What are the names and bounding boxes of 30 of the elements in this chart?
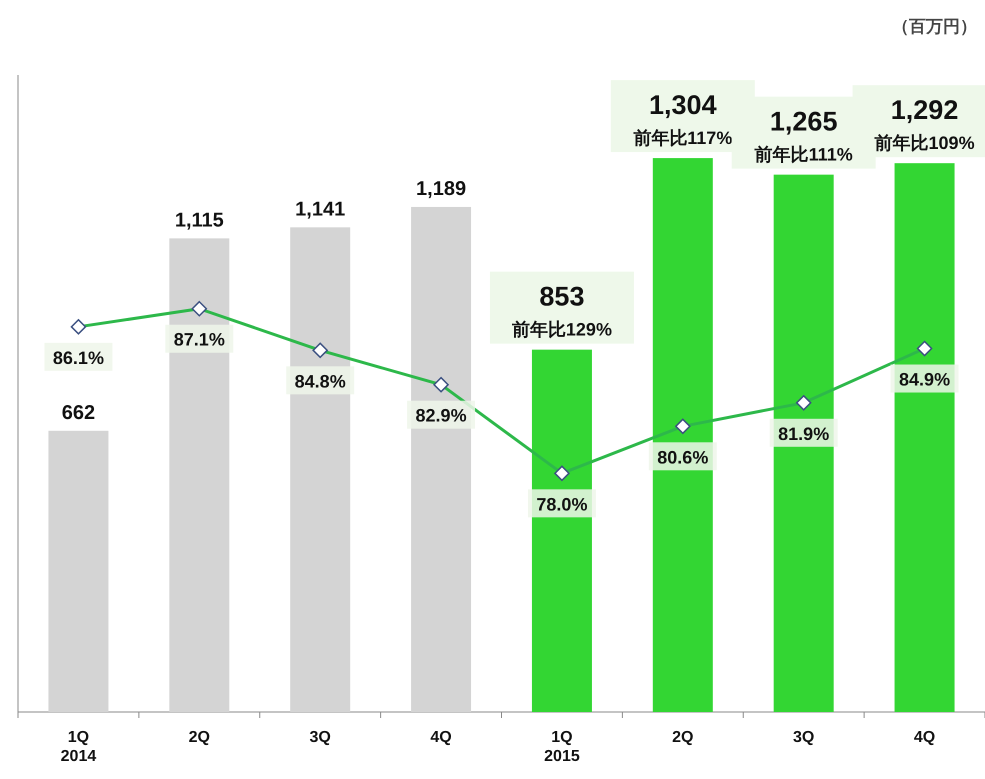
x-tick-label: 3Q bbox=[793, 729, 814, 746]
data-label: 1,304 bbox=[649, 90, 717, 120]
data-label: 81.9% bbox=[778, 424, 830, 444]
data-label: 84.8% bbox=[294, 371, 346, 392]
data-label: 78.0% bbox=[536, 494, 588, 514]
data-label: 662 bbox=[62, 402, 96, 424]
x-tick-label: 1Q 2015 bbox=[544, 729, 580, 766]
x-tick-label: 2Q bbox=[672, 729, 694, 746]
x-tick-label: 4Q bbox=[914, 729, 936, 746]
x-tick-label: 1Q 2014 bbox=[60, 729, 96, 766]
x-tick-label: 3Q bbox=[310, 729, 331, 746]
bar bbox=[48, 430, 108, 712]
data-label: 1,141 bbox=[295, 198, 346, 220]
data-label: 86.1% bbox=[52, 348, 104, 368]
data-label: 1,292 bbox=[890, 95, 958, 126]
x-tick-label: 2Q bbox=[188, 729, 210, 746]
text: （百万円） bbox=[892, 17, 977, 36]
annotation: 前年比129% bbox=[510, 320, 612, 340]
data-label: 1,189 bbox=[416, 178, 466, 200]
data-label: 82.9% bbox=[416, 406, 467, 426]
data-label: 853 bbox=[539, 282, 584, 312]
data-label: 84.9% bbox=[899, 370, 950, 390]
data-label: 87.1% bbox=[174, 330, 225, 350]
data-label: 1,115 bbox=[174, 209, 224, 232]
data-label: 80.6% bbox=[657, 447, 708, 468]
annotation: 前年比111% bbox=[754, 144, 853, 165]
x-tick-label: 4Q bbox=[430, 729, 452, 746]
data-label: 1,265 bbox=[770, 106, 838, 137]
text: 前年比117% bbox=[632, 128, 732, 148]
text: 前年比109% bbox=[874, 133, 975, 154]
